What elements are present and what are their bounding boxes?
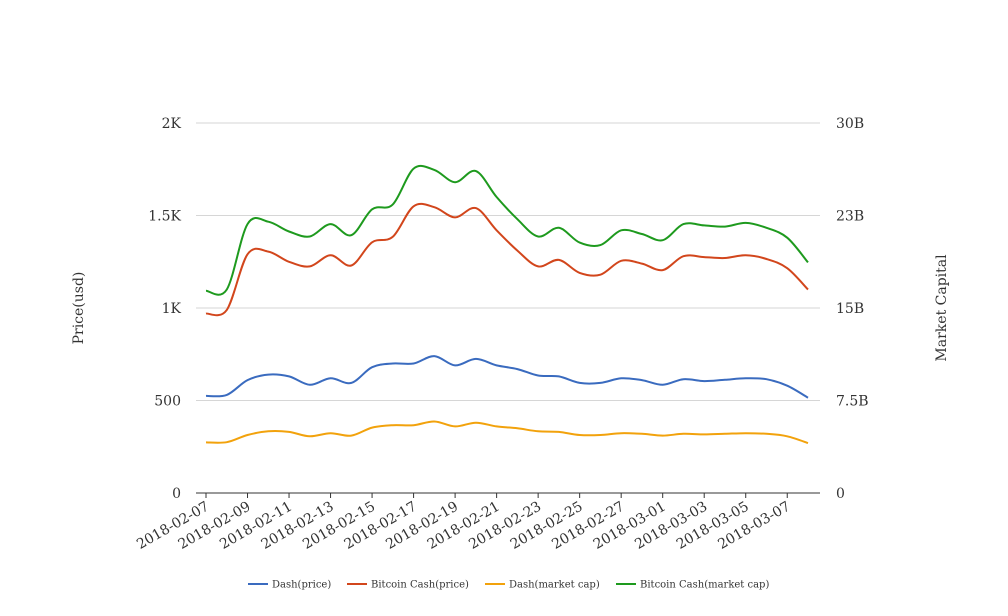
left-tick-label: 1K xyxy=(162,301,182,317)
series-line-bitcoin-cash-market-cap xyxy=(205,164,809,296)
right-axis-title: Market Capital xyxy=(934,254,950,362)
left-tick-label: 1.5K xyxy=(148,209,181,225)
series-lines xyxy=(205,164,809,445)
legend: Dash(price) Bitcoin Cash(price) Dash(marke… xyxy=(248,580,769,591)
legend-label-dash-market-cap: Dash(market cap) xyxy=(509,580,600,591)
series-line-bitcoin-cash-price xyxy=(205,202,809,317)
right-tick-label: 7.5B xyxy=(836,394,869,410)
right-y-axis: 0 7.5B 15B 23B 30B xyxy=(836,116,869,502)
gridlines xyxy=(196,122,820,401)
right-tick-label: 30B xyxy=(836,116,864,132)
right-tick-label: 0 xyxy=(836,486,845,502)
legend-label-bitcoin-cash-price: Bitcoin Cash(price) xyxy=(371,580,469,591)
left-tick-label: 0 xyxy=(172,486,181,502)
series-line-dash-market-cap xyxy=(205,420,809,445)
left-axis-title: Price(usd) xyxy=(71,272,87,345)
legend-label-bitcoin-cash-market-cap: Bitcoin Cash(market cap) xyxy=(640,580,769,591)
right-tick-label: 15B xyxy=(836,301,864,317)
left-tick-label: 500 xyxy=(154,394,181,410)
left-y-axis: 0 500 1K 1.5K 2K xyxy=(148,116,181,502)
series-line-dash-price xyxy=(205,355,809,399)
x-axis: 2018-02-072018-02-092018-02-112018-02-13… xyxy=(134,492,820,553)
right-tick-label: 23B xyxy=(836,209,864,225)
legend-label-dash-price: Dash(price) xyxy=(272,580,331,591)
left-tick-label: 2K xyxy=(162,116,182,132)
